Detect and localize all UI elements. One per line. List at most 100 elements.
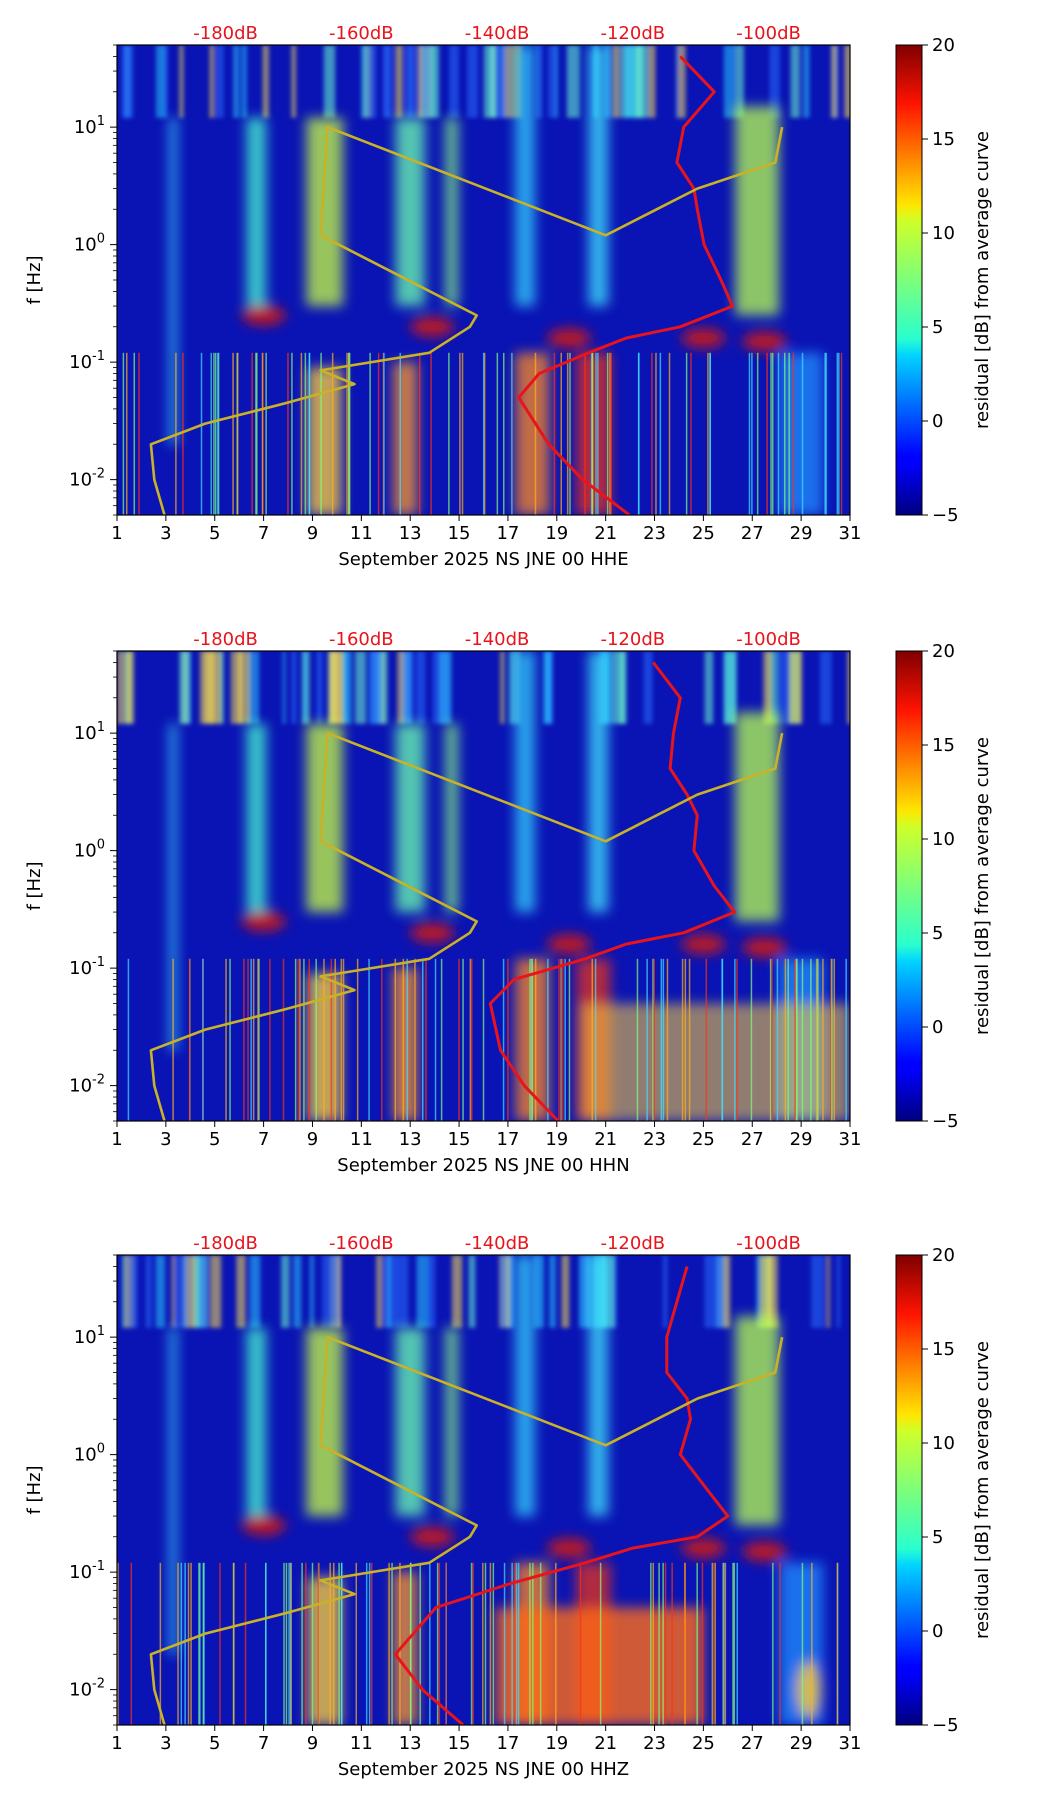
x-tick-label: 21: [594, 523, 617, 544]
x-tick-label: 3: [160, 1733, 171, 1754]
colorbar-tick-label: 0: [932, 1017, 943, 1038]
x-tick-label: 5: [209, 1129, 220, 1150]
x-tick-label: 19: [545, 1129, 568, 1150]
x-tick-label: 3: [160, 523, 171, 544]
top-db-label: -100dB: [736, 1233, 801, 1254]
colorbar-label: residual [dB] from average curve: [972, 131, 993, 429]
x-tick-label: 7: [258, 1129, 269, 1150]
colorbar-tick-label: 20: [932, 641, 955, 662]
y-tick-label: 101: [74, 1324, 105, 1348]
top-db-label: -160dB: [329, 23, 394, 44]
x-tick-label: 29: [790, 523, 813, 544]
colorbar-label: residual [dB] from average curve: [972, 1341, 993, 1639]
reference-curve: [149, 731, 784, 1121]
top-db-label: -120dB: [600, 1233, 665, 1254]
x-tick-label: 31: [839, 1129, 862, 1150]
colorbar-tick-label: 0: [932, 1621, 943, 1642]
colorbar-tick-label: 10: [932, 1433, 955, 1454]
y-axis-label: f [Hz]: [24, 255, 45, 304]
x-tick-label: 9: [307, 1129, 318, 1150]
x-axis-label: September 2025 NS JNE 00 HHZ: [338, 1759, 629, 1780]
y-tick-label: 101: [74, 720, 105, 744]
colorbar-tick-label: −5: [932, 505, 959, 526]
colorbar: [895, 44, 923, 516]
y-tick-label: 100: [74, 232, 105, 256]
top-db-label: -120dB: [600, 23, 665, 44]
x-tick-label: 5: [209, 523, 220, 544]
colorbar-tick-label: 15: [932, 1339, 955, 1360]
y-tick-label: 10-2: [69, 467, 105, 491]
heatmap-area: [117, 45, 850, 515]
y-tick-label: 10-1: [69, 955, 105, 979]
x-tick-label: 19: [545, 1733, 568, 1754]
top-db-label: -140dB: [465, 1233, 530, 1254]
average-psd-curve: [517, 55, 735, 515]
top-db-label: -180dB: [193, 1233, 258, 1254]
x-tick-label: 11: [350, 1129, 373, 1150]
x-tick-label: 27: [741, 1129, 764, 1150]
x-tick-label: 7: [258, 523, 269, 544]
top-db-label: -120dB: [600, 629, 665, 650]
y-axis-label: f [Hz]: [24, 861, 45, 910]
x-tick-label: 23: [643, 1129, 666, 1150]
colorbar-tick-label: 0: [932, 411, 943, 432]
y-tick-label: 101: [74, 114, 105, 138]
x-tick-label: 31: [839, 1733, 862, 1754]
x-tick-label: 9: [307, 523, 318, 544]
colorbar-tick-label: 15: [932, 735, 955, 756]
colorbar-label: residual [dB] from average curve: [972, 737, 993, 1035]
colorbar-tick-label: 20: [932, 35, 955, 56]
top-db-label: -100dB: [736, 23, 801, 44]
colorbar-tick-label: 5: [932, 1527, 943, 1548]
panel-1: 1 3 5 7 9 11 13 15 17 19 21 23 25 27 29 3110-210-110010…: [24, 23, 993, 570]
x-tick-label: 29: [790, 1129, 813, 1150]
colorbar-tick-label: 10: [932, 829, 955, 850]
reference-curve: [149, 125, 784, 515]
x-tick-label: 13: [399, 1733, 422, 1754]
top-db-label: -180dB: [193, 629, 258, 650]
x-tick-label: 17: [496, 523, 519, 544]
y-tick-label: 10-2: [69, 1677, 105, 1701]
x-tick-label: 25: [692, 1733, 715, 1754]
top-db-label: -100dB: [736, 629, 801, 650]
x-tick-label: 13: [399, 523, 422, 544]
top-db-label: -160dB: [329, 1233, 394, 1254]
colorbar-tick-label: 15: [932, 129, 955, 150]
x-tick-label: 1: [111, 1733, 122, 1754]
y-tick-label: 100: [74, 838, 105, 862]
x-tick-label: 11: [350, 523, 373, 544]
x-tick-label: 7: [258, 1733, 269, 1754]
top-db-label: -160dB: [329, 629, 394, 650]
y-axis-label: f [Hz]: [24, 1465, 45, 1514]
x-tick-label: 11: [350, 1733, 373, 1754]
panel-3: 1 3 5 7 9 11 13 15 17 19 21 23 25 27 29 3110-210-110010…: [24, 1233, 993, 1780]
y-tick-label: 10-2: [69, 1073, 105, 1097]
x-tick-label: 23: [643, 1733, 666, 1754]
y-tick-label: 100: [74, 1442, 105, 1466]
y-tick-label: 10-1: [69, 1559, 105, 1583]
x-tick-label: 3: [160, 1129, 171, 1150]
x-tick-label: 19: [545, 523, 568, 544]
average-psd-curve: [488, 661, 737, 1121]
x-tick-label: 9: [307, 1733, 318, 1754]
heatmap-area: [117, 1255, 850, 1725]
x-axis-label: September 2025 NS JNE 00 HHN: [337, 1155, 629, 1176]
x-tick-label: 21: [594, 1129, 617, 1150]
x-tick-label: 23: [643, 523, 666, 544]
x-tick-label: 31: [839, 523, 862, 544]
x-tick-label: 27: [741, 523, 764, 544]
heatmap-streaks: [127, 958, 847, 1121]
x-tick-label: 17: [496, 1129, 519, 1150]
x-tick-label: 5: [209, 1733, 220, 1754]
x-tick-label: 15: [448, 523, 471, 544]
colorbar-tick-label: −5: [932, 1111, 959, 1132]
x-axis-label: September 2025 NS JNE 00 HHE: [338, 549, 628, 570]
heatmap-texture: [117, 651, 850, 724]
colorbar: [895, 1254, 923, 1726]
colorbar-tick-label: 5: [932, 923, 943, 944]
colorbar-tick-label: 10: [932, 223, 955, 244]
heatmap-streaks: [117, 1562, 839, 1725]
heatmap-blobs: [169, 45, 824, 515]
y-tick-label: 10-1: [69, 349, 105, 373]
colorbar-tick-label: 5: [932, 317, 943, 338]
